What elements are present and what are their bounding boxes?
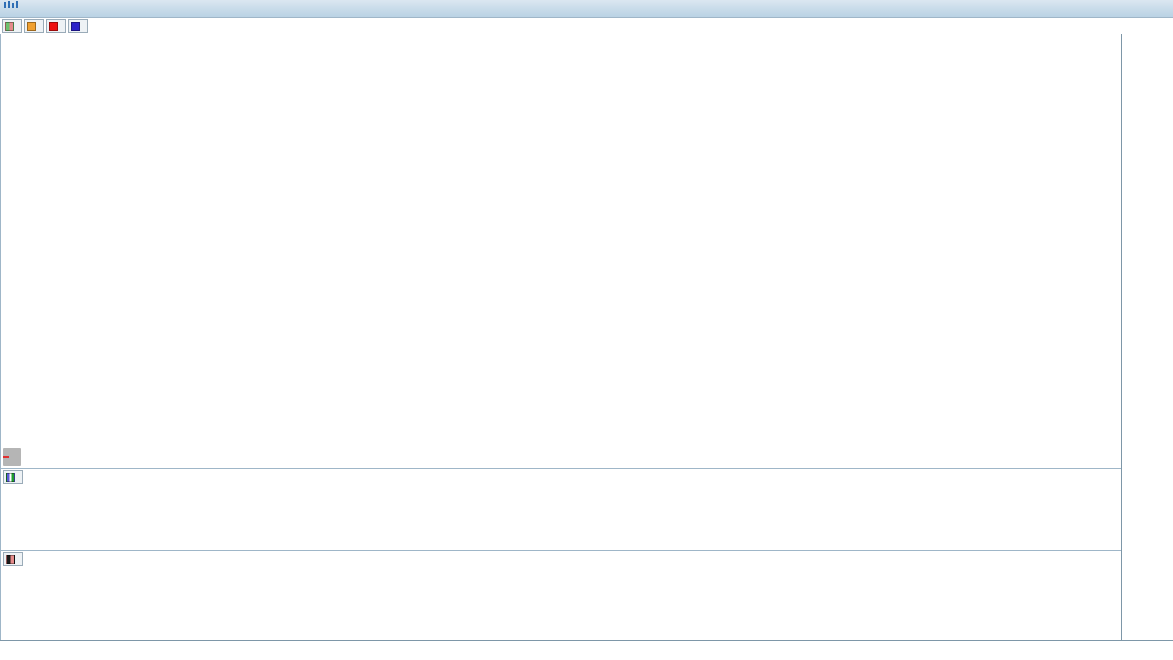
date-axis-bottom[interactable] <box>0 640 1173 660</box>
macd-indicator-tag[interactable] <box>3 470 23 484</box>
legend-item-price[interactable] <box>2 19 22 33</box>
smi-indicator-tag[interactable] <box>3 552 23 566</box>
prorealtime-watermark <box>3 448 21 466</box>
legend-item-sma100[interactable] <box>24 19 44 33</box>
chart-legend-bar <box>0 18 1173 34</box>
legend-item-sma50[interactable] <box>68 19 88 33</box>
macd-indicator-panel[interactable] <box>0 468 1121 550</box>
sma200-swatch-icon <box>49 21 58 31</box>
macd-swatch-icon <box>6 472 15 482</box>
sma50-swatch-icon <box>71 21 80 31</box>
smi-swatch-icon <box>6 554 15 564</box>
price-swatch-icon <box>5 21 14 31</box>
price-axis-right[interactable] <box>1121 34 1173 640</box>
legend-item-sma200[interactable] <box>46 19 66 33</box>
demo-badge-icon <box>2 0 22 17</box>
sma100-swatch-icon <box>27 21 36 31</box>
window-titlebar <box>0 0 1173 18</box>
smi-indicator-panel[interactable] <box>0 550 1121 640</box>
ig-logo <box>3 456 9 458</box>
price-chart-panel[interactable] <box>0 34 1121 468</box>
